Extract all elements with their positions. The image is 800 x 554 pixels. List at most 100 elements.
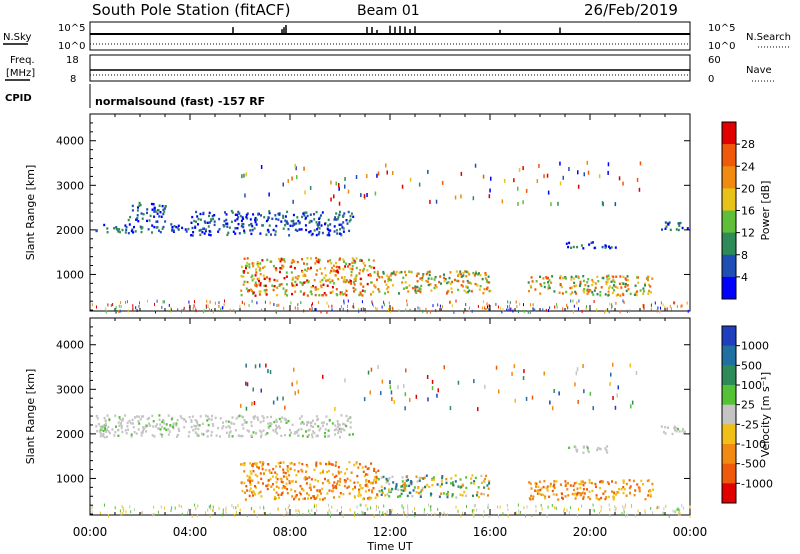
data-cell xyxy=(337,216,340,219)
data-cell xyxy=(615,301,617,305)
data-cell xyxy=(398,271,401,274)
data-cell xyxy=(485,308,487,312)
data-cell xyxy=(294,496,297,499)
data-cell xyxy=(317,261,320,264)
data-cell xyxy=(316,228,319,231)
data-cell xyxy=(301,487,304,491)
data-cell xyxy=(382,272,385,275)
data-cell xyxy=(606,275,608,278)
data-cell xyxy=(115,506,117,510)
data-cell xyxy=(407,478,409,482)
data-cell xyxy=(372,487,375,490)
data-cell xyxy=(402,287,405,290)
data-cell xyxy=(301,283,304,286)
data-cell xyxy=(243,470,246,473)
data-cell xyxy=(302,513,304,517)
data-cell xyxy=(296,380,298,385)
data-cell xyxy=(623,508,625,512)
data-cell xyxy=(465,275,468,278)
data-cell xyxy=(354,279,357,282)
data-cell xyxy=(188,431,191,434)
data-cell xyxy=(108,431,111,435)
data-cell xyxy=(390,390,393,395)
data-cell xyxy=(306,477,308,480)
data-cell xyxy=(381,491,384,494)
data-cell xyxy=(233,513,235,517)
data-cell xyxy=(321,487,324,491)
data-cell xyxy=(194,419,197,422)
data-cell xyxy=(468,273,471,276)
data-cell xyxy=(658,505,660,509)
data-cell xyxy=(118,310,120,314)
data-cell xyxy=(582,247,585,250)
data-cell xyxy=(280,480,283,483)
data-cell xyxy=(384,292,387,295)
data-cell xyxy=(457,380,460,385)
data-cell xyxy=(194,427,197,431)
data-cell xyxy=(304,216,307,219)
data-cell xyxy=(594,286,597,290)
data-cell xyxy=(158,215,161,218)
data-cell xyxy=(324,428,327,431)
data-cell xyxy=(610,280,613,283)
data-cell xyxy=(339,293,342,296)
data-cell xyxy=(562,307,564,311)
data-cell xyxy=(439,275,442,278)
data-cell xyxy=(520,510,522,514)
data-cell xyxy=(385,477,388,481)
data-cell xyxy=(326,470,328,474)
data-cell xyxy=(344,265,347,268)
data-cell xyxy=(604,497,607,501)
data-cell xyxy=(549,482,552,486)
data-cell xyxy=(280,283,283,286)
data-cell xyxy=(433,478,436,481)
data-cell xyxy=(217,230,220,233)
data-cell xyxy=(277,493,280,497)
data-cell xyxy=(409,308,411,312)
data-cell xyxy=(450,477,453,480)
data-cell xyxy=(621,512,623,516)
data-cell xyxy=(538,163,540,168)
data-cell xyxy=(317,480,319,483)
data-cell xyxy=(329,281,332,284)
data-cell xyxy=(117,434,120,437)
data-cell xyxy=(273,285,276,288)
data-cell xyxy=(336,426,339,429)
data-cell xyxy=(453,310,455,314)
data-cell xyxy=(460,284,463,287)
x-tick-label: 00:00 xyxy=(73,525,108,539)
data-cell xyxy=(457,279,460,283)
data-cell xyxy=(449,406,452,411)
data-cell xyxy=(164,205,167,208)
y-tick-label: 1000 xyxy=(56,268,84,281)
data-cell xyxy=(675,430,678,433)
data-cell xyxy=(482,300,484,304)
data-cell xyxy=(254,415,257,418)
data-cell xyxy=(281,264,284,267)
data-cell xyxy=(154,425,157,428)
data-cell xyxy=(608,285,611,288)
data-cell xyxy=(369,481,372,484)
data-cell xyxy=(446,513,448,516)
data-cell xyxy=(317,225,320,229)
data-cell xyxy=(155,220,158,223)
data-cell xyxy=(199,212,202,216)
data-cell xyxy=(350,471,353,474)
data-cell xyxy=(616,286,619,289)
data-cell xyxy=(291,284,294,287)
data-cell xyxy=(321,294,323,297)
data-cell xyxy=(358,492,361,495)
data-cell xyxy=(381,379,384,384)
data-cell xyxy=(338,213,341,216)
data-cell xyxy=(558,391,560,396)
data-cell xyxy=(679,221,682,225)
data-cell xyxy=(125,300,126,304)
data-cell xyxy=(373,467,376,471)
data-cell xyxy=(378,276,381,279)
data-cell xyxy=(332,463,334,466)
data-cell xyxy=(489,188,491,193)
data-cell xyxy=(301,215,303,219)
data-cell xyxy=(307,434,310,437)
data-cell xyxy=(615,294,618,297)
data-cell xyxy=(279,260,282,263)
